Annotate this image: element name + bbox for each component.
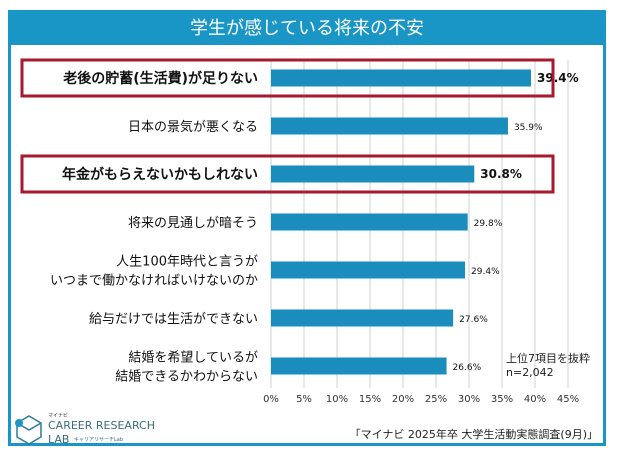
logo-name2: LAB xyxy=(48,433,70,446)
category-label: 結婚を希望しているが xyxy=(128,350,258,366)
x-tick-label: 45% xyxy=(557,394,579,405)
category-label: 老後の貯蓄(生活費)が足りない xyxy=(63,70,258,87)
note-line2: n=2,042 xyxy=(506,366,554,379)
x-tick-label: 0% xyxy=(263,394,279,405)
category-label: いつまで働かなければいけないのか xyxy=(50,274,258,289)
value-label: 29.8% xyxy=(474,219,503,229)
category-label: 結婚できるかわからない xyxy=(115,370,258,385)
x-tick-label: 20% xyxy=(392,394,414,405)
value-label: 39.4% xyxy=(537,71,579,85)
category-label: 給与だけでは生活ができない xyxy=(89,312,258,327)
category-label: 人生100年時代と言うが xyxy=(116,255,258,270)
highlight-box xyxy=(20,154,555,194)
bar xyxy=(271,261,466,279)
x-tick-label: 25% xyxy=(425,394,447,405)
value-label: 30.8% xyxy=(480,167,522,181)
bar xyxy=(271,117,508,135)
logo-sub: キャリアリサーチLab xyxy=(74,437,124,443)
x-tick-label: 30% xyxy=(458,394,480,405)
bar xyxy=(271,309,454,327)
x-tick-label: 35% xyxy=(491,394,513,405)
category-label: 日本の景気が悪くなる xyxy=(128,119,258,135)
logo-brand: マイナビ xyxy=(48,413,68,419)
bar xyxy=(271,69,532,87)
note-line1: 上位7項目を抜粋 xyxy=(506,352,590,365)
value-label: 27.6% xyxy=(459,315,488,325)
category-label: 将来の見通しが暗そう xyxy=(128,216,258,231)
logo-name1: CAREER RESEARCH xyxy=(48,419,155,432)
chart-title: 学生が感じている将来の不安 xyxy=(11,13,603,45)
bar xyxy=(271,165,475,183)
x-tick-label: 40% xyxy=(524,394,546,405)
x-tick-label: 5% xyxy=(296,394,312,405)
source-text: 「マイナビ 2025年卒 大学生活動実態調査(9月)」 xyxy=(349,428,598,441)
value-label: 26.6% xyxy=(453,363,482,373)
highlight-box xyxy=(20,58,555,98)
bar xyxy=(271,213,468,231)
x-tick-label: 15% xyxy=(359,394,381,405)
x-tick-label: 10% xyxy=(326,394,348,405)
value-label: 29.4% xyxy=(471,267,500,277)
bar xyxy=(271,357,447,375)
logo-cube-icon xyxy=(15,415,42,445)
sample-note: 上位7項目を抜粋 n=2,042 xyxy=(506,352,590,380)
category-label: 年金がもらえないかもしれない xyxy=(62,166,258,183)
career-research-lab-logo: マイナビ CAREER RESEARCH LAB キャリアリサーチLab xyxy=(14,412,164,448)
value-label: 35.9% xyxy=(514,123,543,133)
